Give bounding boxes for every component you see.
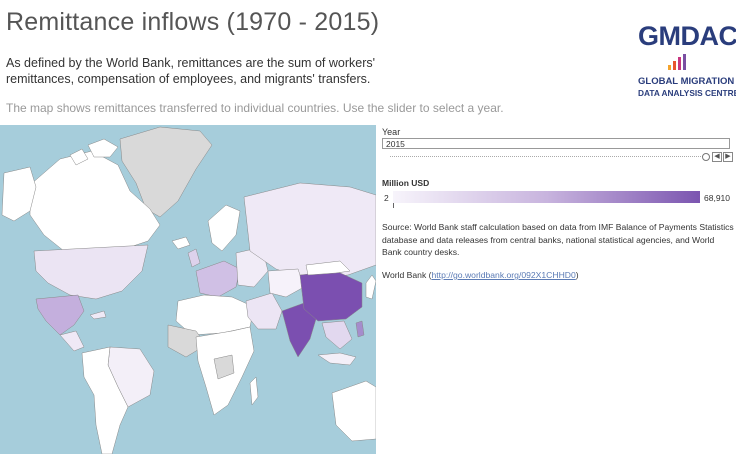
map-western-europe — [195, 260, 241, 298]
map-middle-east — [245, 292, 283, 330]
map-canadian-islands — [69, 138, 119, 166]
map-central-asia — [267, 268, 305, 298]
world-bank-link[interactable]: http://go.worldbank.org/092X1CHHD0 — [431, 270, 576, 280]
source-note: Source: World Bank staff calculation bas… — [382, 222, 734, 257]
legend-max-value: 68,910 — [704, 193, 730, 203]
world-map[interactable] — [0, 125, 376, 454]
year-slider-handle[interactable] — [702, 153, 710, 161]
map-country-greenland — [119, 126, 213, 218]
legend-tick — [393, 203, 394, 208]
map-sahel-no-data — [167, 324, 207, 358]
map-scandinavia — [207, 204, 241, 252]
reference-prefix: World Bank ( — [382, 270, 432, 280]
previous-year-button[interactable]: ◀ — [712, 152, 722, 162]
description: As defined by the World Bank, remittance… — [6, 56, 375, 86]
logo-wordmark: GMDAC — [638, 21, 736, 51]
instruction-note: The map shows remittances transferred to… — [6, 101, 504, 115]
map-central-america — [59, 310, 107, 352]
map-country-mongolia — [305, 260, 351, 276]
next-year-button[interactable]: ▶ — [723, 152, 733, 162]
logo-line-1: GLOBAL MIGRATION — [638, 76, 735, 87]
map-country-iceland — [171, 236, 191, 250]
chevron-right-icon: ▶ — [725, 153, 731, 160]
world-bank-reference: World Bank (http://go.worldbank.org/092X… — [382, 270, 579, 280]
gmdac-logo: GMDAC GLOBAL MIGRATION DATA ANALYSIS CEN… — [630, 20, 736, 104]
map-country-indonesia — [317, 352, 357, 366]
legend-min-value: 2 — [384, 193, 389, 203]
map-country-uk — [187, 248, 201, 268]
page-title: Remittance inflows (1970 - 2015) — [6, 8, 380, 36]
map-country-china — [299, 270, 363, 322]
chevron-left-icon: ◀ — [714, 153, 720, 160]
legend-title: Million USD — [382, 178, 430, 188]
logo-bars-icon — [668, 54, 698, 70]
map-country-usa — [33, 244, 149, 300]
map-country-japan — [365, 274, 376, 300]
map-country-alaska — [1, 166, 37, 222]
reference-suffix: ) — [575, 270, 579, 280]
map-country-australia — [331, 380, 376, 442]
map-south-america-west — [81, 346, 129, 454]
legend-color-scale — [393, 191, 700, 203]
year-input[interactable]: 2015 — [382, 138, 730, 149]
map-central-africa-no-data — [213, 354, 235, 380]
map-country-russia — [243, 182, 376, 280]
logo-line-2: DATA ANALYSIS CENTRE — [638, 88, 736, 98]
map-country-mexico — [35, 294, 85, 336]
map-southeast-asia — [321, 320, 353, 350]
year-slider-track[interactable] — [390, 156, 703, 157]
map-country-madagascar — [249, 376, 259, 406]
year-label: Year — [382, 127, 401, 137]
map-country-philippines — [355, 320, 365, 338]
